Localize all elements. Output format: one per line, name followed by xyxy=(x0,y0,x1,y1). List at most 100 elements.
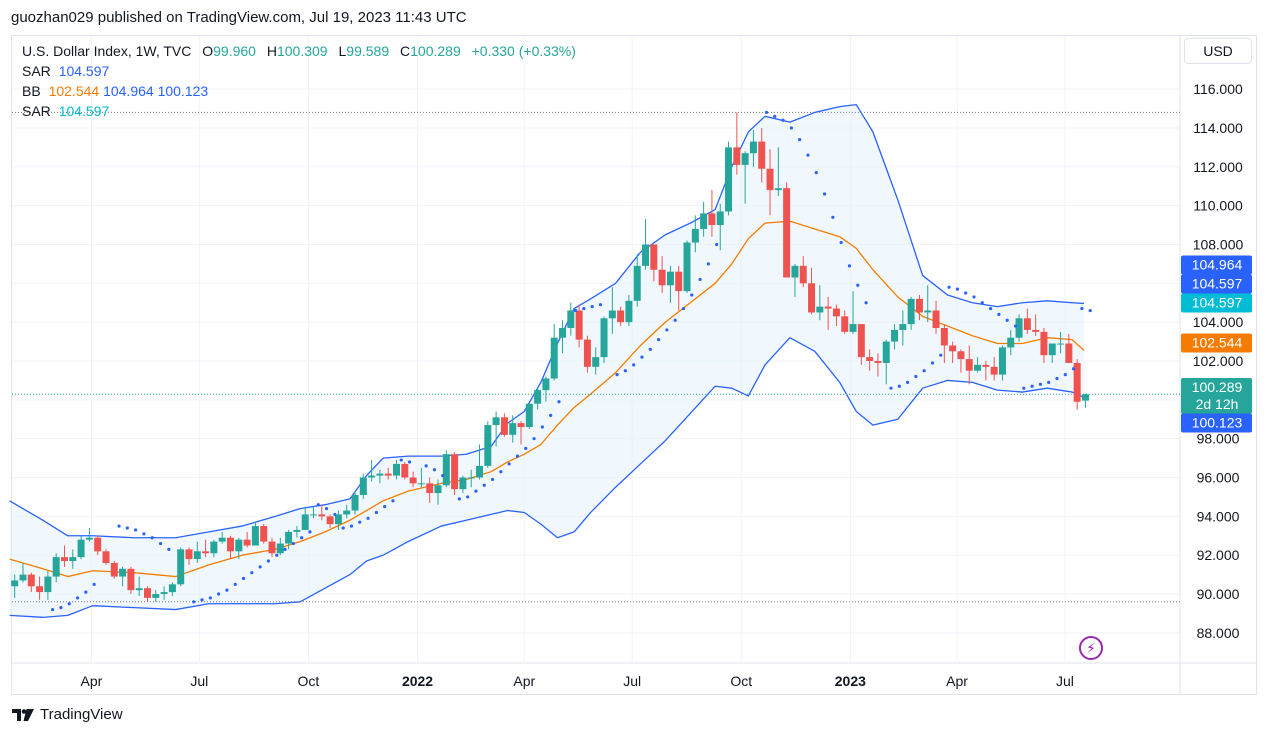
time-tick-label: Apr xyxy=(81,673,103,689)
candle-body xyxy=(343,510,351,515)
candle-body xyxy=(816,306,824,313)
sar-dot xyxy=(474,489,478,493)
candle-body xyxy=(119,568,127,577)
candle-body xyxy=(285,531,293,544)
candle-body xyxy=(60,557,68,562)
candle-body xyxy=(517,423,525,428)
sar-dot xyxy=(233,582,237,586)
candle-body xyxy=(177,549,185,585)
sar-dot xyxy=(532,437,536,441)
sar-dot xyxy=(540,425,544,429)
legend-sar-row[interactable]: SAR 104.597 xyxy=(22,61,576,81)
sar-dot xyxy=(1055,376,1059,381)
candle-body xyxy=(276,543,284,554)
sar-dot xyxy=(939,353,943,357)
candle-body xyxy=(857,324,865,358)
candle-body xyxy=(617,310,625,323)
candle-body xyxy=(260,526,268,542)
candle-body xyxy=(575,310,583,340)
price-badge-label: 100.289 xyxy=(1192,379,1243,395)
price-badge-label: 104.964 xyxy=(1192,257,1243,273)
sar-dot xyxy=(1063,372,1067,377)
legend-ohlc-row[interactable]: U.S. Dollar Index, 1W, TVC O99.960 H100.… xyxy=(22,41,576,61)
candle-body xyxy=(758,141,766,169)
candle-body xyxy=(567,310,575,328)
sar-dot xyxy=(341,526,345,530)
candle-body xyxy=(301,514,309,530)
candle-body xyxy=(725,147,733,212)
sar-dot xyxy=(524,446,528,450)
price-badge xyxy=(1181,333,1252,353)
candle-body xyxy=(642,244,650,266)
time-tick-label: Oct xyxy=(730,673,752,689)
sar-dot xyxy=(300,536,304,540)
bb-mid-value: 102.544 xyxy=(48,83,100,99)
candle-body xyxy=(143,588,151,598)
candle-body xyxy=(1032,329,1040,332)
sar-dot xyxy=(1022,386,1026,390)
candle-body xyxy=(1040,331,1048,356)
candle-body xyxy=(824,306,832,309)
candle-body xyxy=(202,551,210,554)
candle-body xyxy=(666,271,674,286)
time-tick-label: Jul xyxy=(623,673,641,689)
time-tick-label: Apr xyxy=(513,673,535,689)
candle-body xyxy=(791,265,799,278)
sar-dot xyxy=(241,576,246,581)
candle-body xyxy=(949,345,957,352)
sar-dot xyxy=(275,553,279,557)
candle-body xyxy=(442,454,450,486)
sar-dot xyxy=(1088,308,1092,313)
sar-dot xyxy=(117,524,121,528)
bb-label: BB xyxy=(22,83,41,99)
price-tick-label: 98.000 xyxy=(1197,431,1240,447)
candle-body xyxy=(1015,318,1023,338)
sar-dot xyxy=(1005,318,1009,322)
candle-body xyxy=(749,141,757,154)
sar-dot xyxy=(623,369,627,373)
candle-body xyxy=(359,477,367,495)
candle-body xyxy=(633,265,641,301)
candle-body xyxy=(426,483,434,494)
sar-dot xyxy=(690,293,694,297)
candle-body xyxy=(899,324,907,330)
candle-body xyxy=(451,454,459,490)
candle-body xyxy=(135,588,143,591)
candle-body xyxy=(542,378,550,391)
sar-dot xyxy=(930,361,935,365)
sar-dot xyxy=(706,262,710,266)
legend-sar2-row[interactable]: SAR 104.597 xyxy=(22,101,576,121)
candle-body xyxy=(351,494,359,511)
candle-body xyxy=(417,483,425,485)
published-caption: guozhan029 published on TradingView.com,… xyxy=(11,9,467,26)
brand-name: TradingView xyxy=(40,706,123,723)
sar-dot xyxy=(324,506,329,511)
sar-dot xyxy=(192,600,196,604)
sar-dot xyxy=(142,532,146,536)
candle-body xyxy=(326,516,334,525)
lightning-icon[interactable]: ⚡ xyxy=(1079,636,1103,660)
candle-body xyxy=(583,339,591,367)
sar-dot xyxy=(573,308,578,313)
currency-button[interactable]: USD xyxy=(1184,38,1252,64)
sar-dot xyxy=(972,295,976,299)
sar-dot xyxy=(673,318,677,322)
candle-body xyxy=(11,580,19,587)
time-tick-label: 2022 xyxy=(402,673,433,689)
price-tick-label: 90.000 xyxy=(1197,586,1240,602)
footer-brand[interactable]: TradingView xyxy=(12,706,123,723)
symbol-name[interactable]: U.S. Dollar Index, 1W, TVC xyxy=(22,43,192,59)
legend-bb-row[interactable]: BB 102.544 104.964 100.123 xyxy=(22,81,576,101)
price-badge xyxy=(1181,293,1252,313)
sar-dot xyxy=(1013,324,1018,328)
candle-body xyxy=(700,213,708,229)
bb-lower-value: 100.123 xyxy=(157,83,209,99)
price-tick-label: 112.000 xyxy=(1193,159,1243,175)
candle-body xyxy=(376,473,384,476)
sar-dot xyxy=(51,607,55,612)
candle-body xyxy=(841,316,849,332)
sar-dot xyxy=(715,242,719,247)
countdown-label: 2d 12h xyxy=(1196,396,1239,412)
candle-body xyxy=(434,485,442,494)
